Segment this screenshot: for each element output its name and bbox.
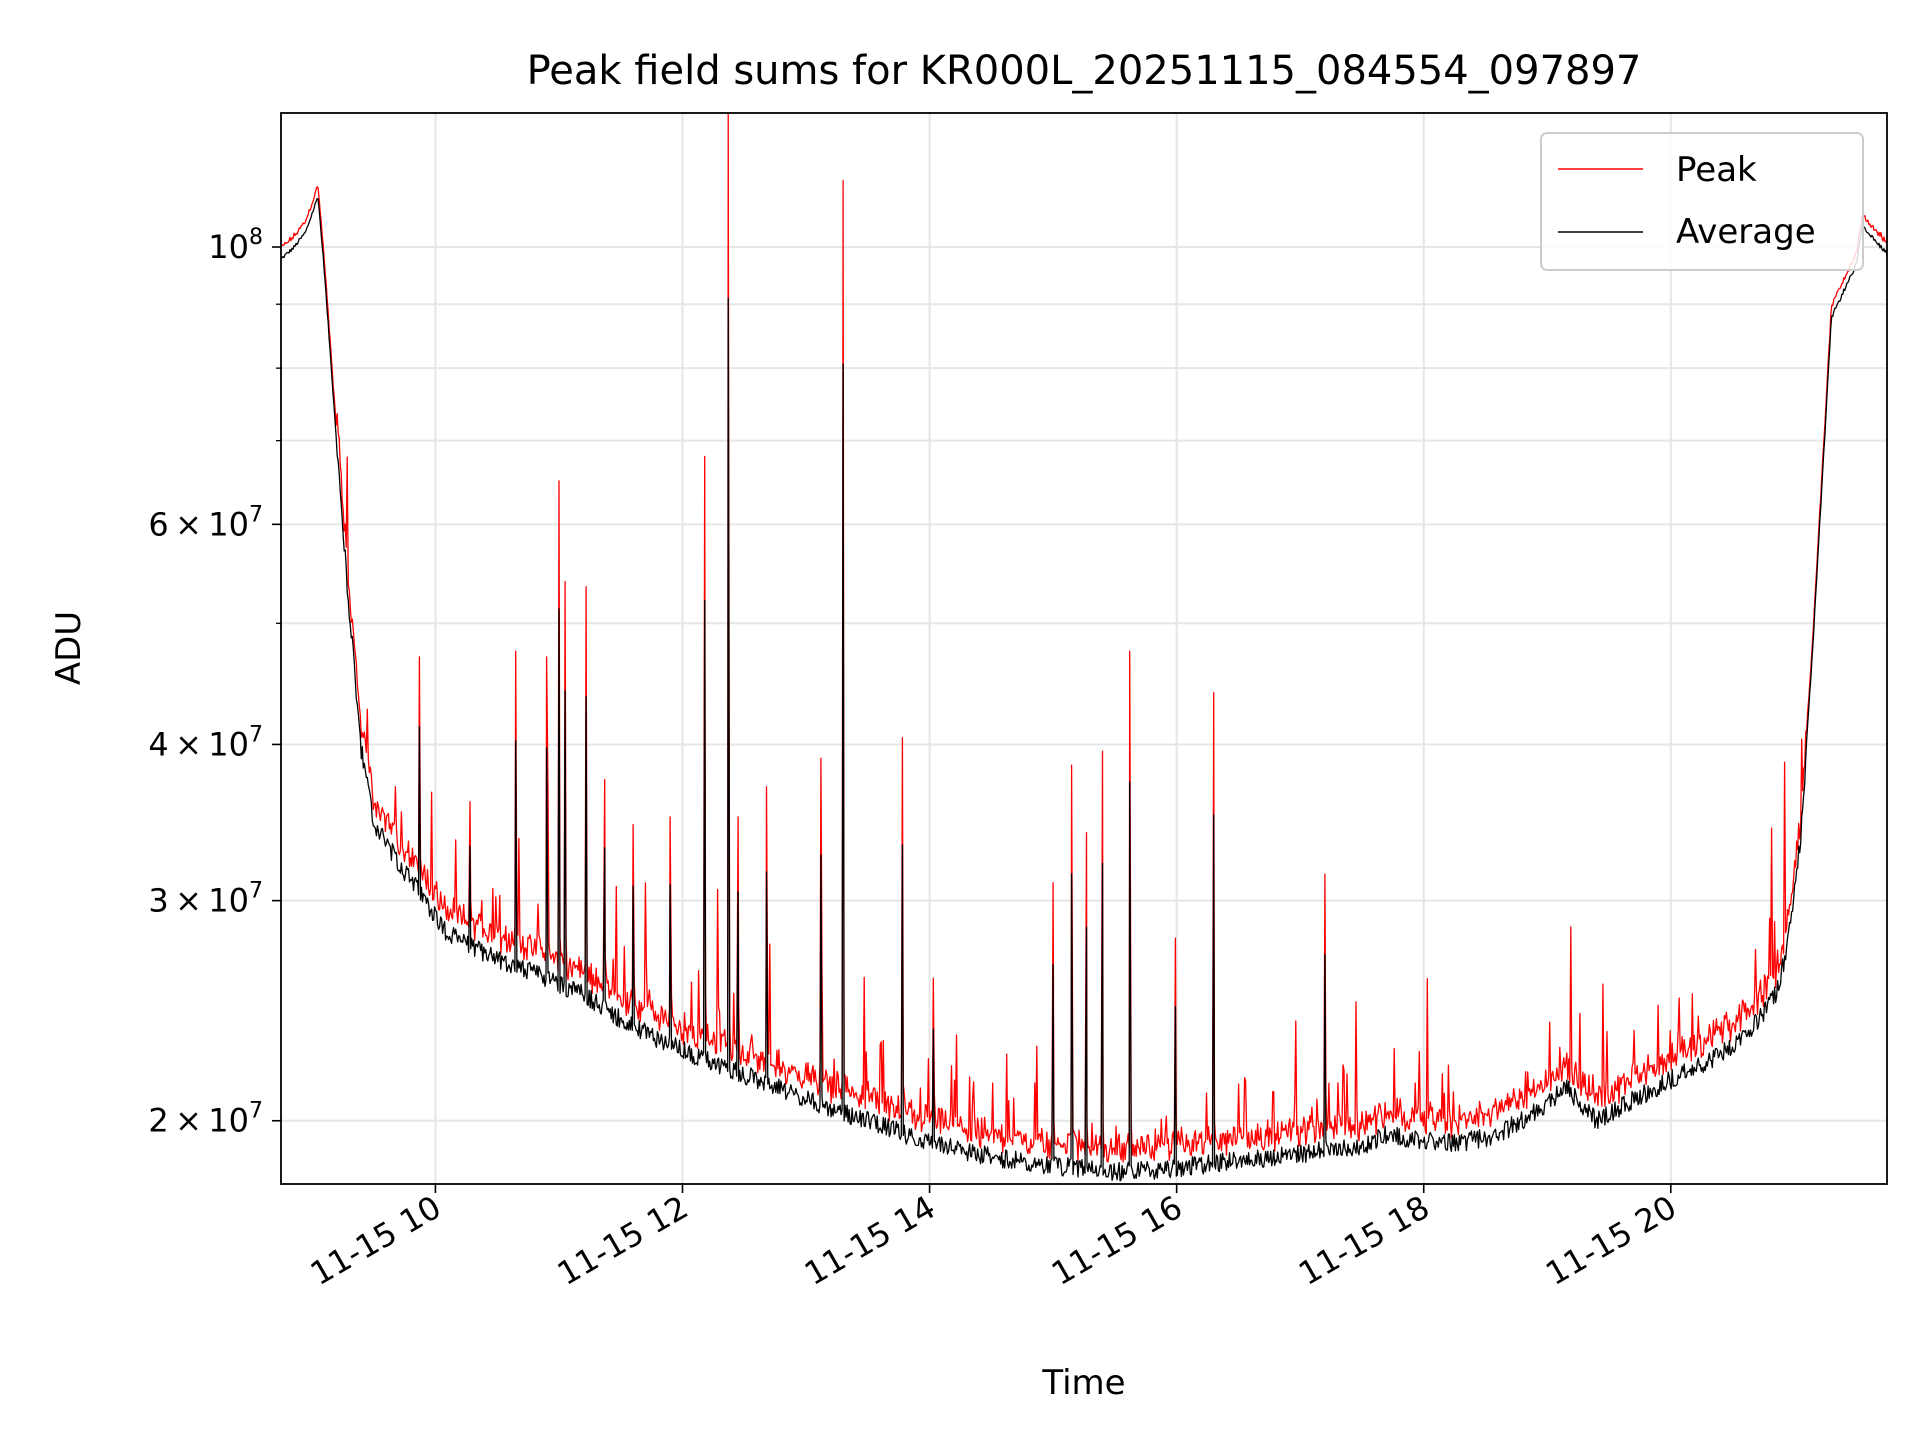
x-axis-label: Time: [1041, 1363, 1125, 1403]
y-tick-label: 108: [208, 225, 263, 266]
legend-label-average: Average: [1676, 212, 1816, 252]
chart-title: Peak field sums for KR000L_20251115_0845…: [527, 48, 1642, 94]
y-tick-label: 4 × 107: [148, 722, 263, 763]
y-tick-label: 3 × 107: [148, 879, 263, 920]
legend-box: [1540, 132, 1864, 271]
series-line-average: [281, 197, 1887, 1182]
y-tick-label: 6 × 107: [148, 502, 263, 543]
y-tick-label: 2 × 107: [148, 1099, 263, 1140]
series-line-peak: [281, 113, 1887, 1163]
plot-frame: [280, 112, 1888, 1185]
plot-area: [281, 113, 1887, 1182]
y-axis-label: ADU: [49, 611, 89, 685]
legend-label-peak: Peak: [1676, 150, 1757, 190]
legend: Peak Average: [1540, 132, 1864, 271]
